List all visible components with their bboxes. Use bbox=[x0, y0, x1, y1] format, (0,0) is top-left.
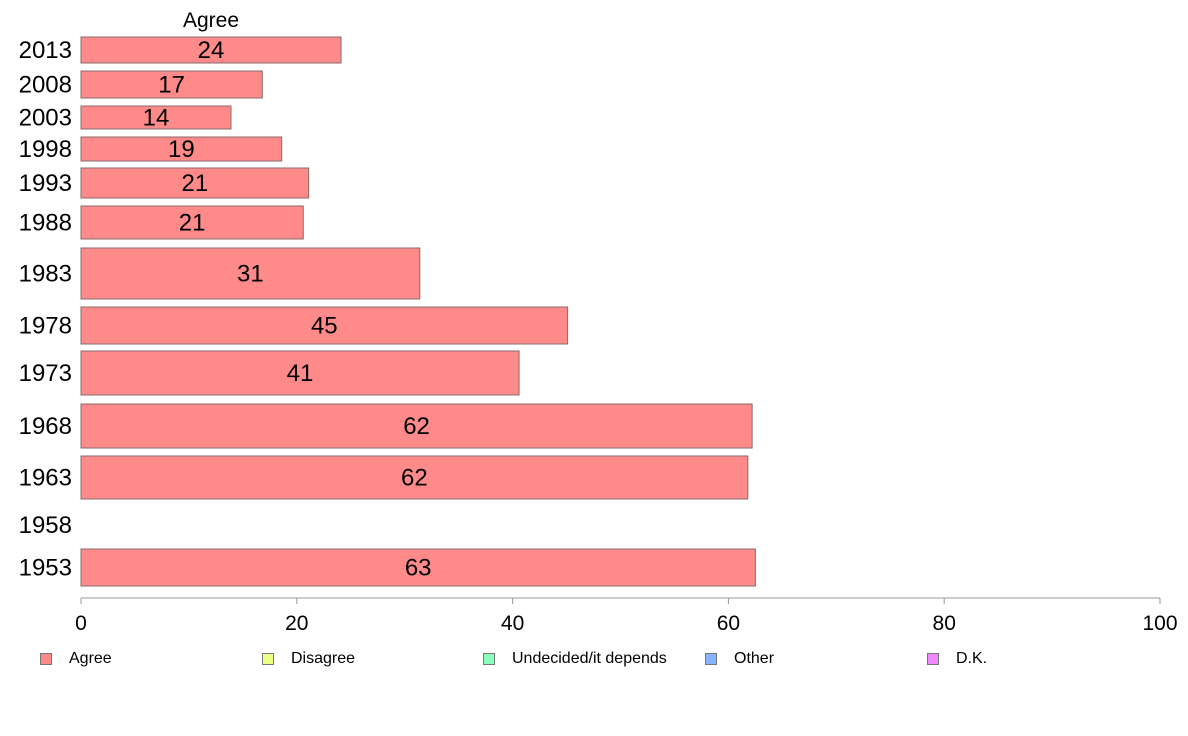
legend-swatch-other bbox=[705, 653, 717, 665]
bar bbox=[80, 167, 310, 199]
y-tick-label: 1958 bbox=[19, 512, 72, 539]
bar bbox=[80, 548, 756, 587]
x-axis: 0 20 40 60 80 100 bbox=[75, 597, 1178, 635]
data-label: 62 bbox=[403, 413, 430, 440]
bars: 2013 24 2008 17 2003 14 1998 19 1993 21 1988 21 1983… bbox=[19, 36, 756, 587]
x-tick-label: 100 bbox=[1142, 612, 1177, 635]
x-tick-label: 0 bbox=[75, 612, 87, 635]
bar bbox=[80, 306, 569, 345]
bar bbox=[80, 205, 304, 240]
x-tick-label: 20 bbox=[285, 612, 308, 635]
legend-item-other: Other bbox=[705, 650, 774, 668]
legend-item-undecided: Undecided/it depends bbox=[483, 650, 667, 668]
y-tick-label: 1978 bbox=[19, 313, 72, 340]
bar bbox=[80, 36, 342, 64]
bar bbox=[80, 70, 263, 99]
x-tick-label: 40 bbox=[501, 612, 524, 635]
y-tick-label: 1983 bbox=[19, 261, 72, 288]
bar bbox=[80, 403, 753, 449]
legend-swatch-agree bbox=[40, 653, 52, 665]
bar bbox=[80, 455, 749, 500]
x-tick-label: 80 bbox=[933, 612, 956, 635]
y-tick-label: 1968 bbox=[19, 413, 72, 440]
data-label: 63 bbox=[405, 555, 432, 582]
data-label: 17 bbox=[158, 72, 185, 99]
data-label: 62 bbox=[401, 465, 428, 492]
y-tick-label: 1988 bbox=[19, 210, 72, 237]
y-tick-label: 1963 bbox=[19, 465, 72, 492]
legend: Agree Disagree Undecided/it depends Othe… bbox=[0, 650, 1188, 674]
data-label: 45 bbox=[311, 313, 338, 340]
data-label: 41 bbox=[287, 360, 314, 387]
legend-label-agree: Agree bbox=[69, 650, 112, 667]
legend-item-agree: Agree bbox=[40, 650, 112, 668]
legend-label-undecided: Undecided/it depends bbox=[512, 650, 667, 667]
bar bbox=[80, 105, 232, 130]
y-tick-label: 2013 bbox=[19, 37, 72, 64]
y-tick-label: 1953 bbox=[19, 555, 72, 582]
bar bbox=[80, 136, 283, 162]
legend-item-disagree: Disagree bbox=[262, 650, 355, 668]
bar bbox=[80, 247, 421, 300]
y-tick-label: 1993 bbox=[19, 170, 72, 197]
legend-label-dk: D.K. bbox=[956, 650, 988, 667]
legend-swatch-disagree bbox=[262, 653, 274, 665]
data-label: 14 bbox=[143, 105, 170, 132]
data-label: 19 bbox=[168, 136, 195, 163]
legend-label-other: Other bbox=[734, 650, 775, 667]
x-tick-label: 60 bbox=[717, 612, 740, 635]
chart: Agree 2013 24 2008 17 2003 14 1998 19 1993 21 1988… bbox=[19, 9, 1178, 635]
legend-swatch-undecided bbox=[483, 653, 495, 665]
y-tick-label: 2003 bbox=[19, 105, 72, 132]
bar bbox=[80, 350, 520, 396]
chart-title: Agree bbox=[183, 9, 239, 32]
y-tick-label: 2008 bbox=[19, 72, 72, 99]
data-label: 21 bbox=[179, 210, 206, 237]
y-tick-label: 1973 bbox=[19, 360, 72, 387]
legend-label-disagree: Disagree bbox=[291, 650, 356, 667]
legend-swatch-dk bbox=[927, 653, 939, 665]
legend-item-dk: D.K. bbox=[927, 650, 987, 668]
data-label: 31 bbox=[237, 261, 264, 288]
data-label: 24 bbox=[198, 37, 225, 64]
data-label: 21 bbox=[181, 170, 208, 197]
y-tick-label: 1998 bbox=[19, 136, 72, 163]
